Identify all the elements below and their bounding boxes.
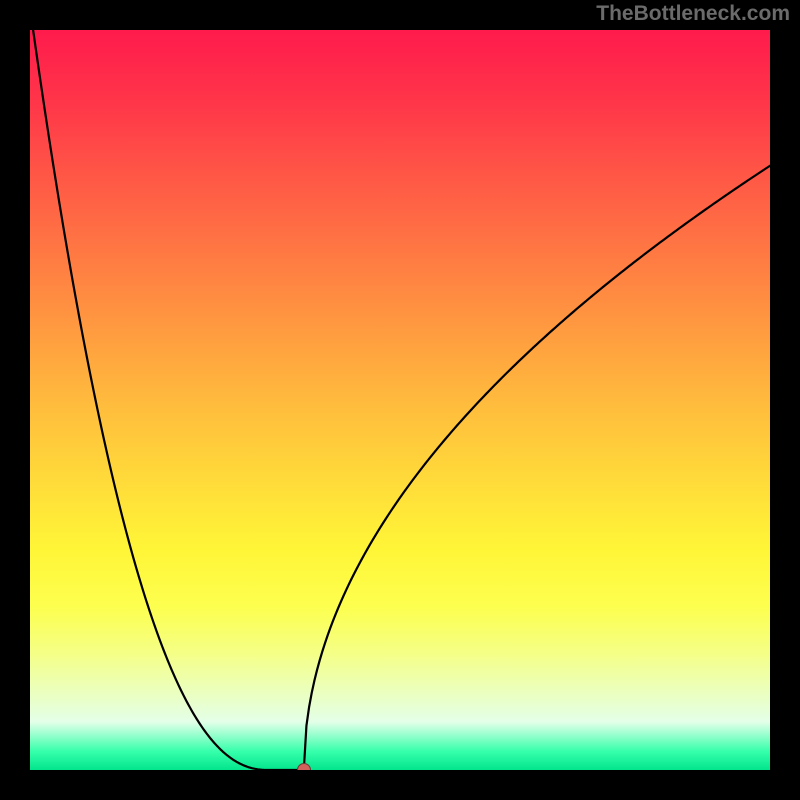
min-marker [297, 763, 311, 770]
curve-svg [30, 30, 770, 770]
chart-container: TheBottleneck.com [0, 0, 800, 800]
watermark-text: TheBottleneck.com [596, 2, 790, 26]
plot-area [30, 30, 770, 770]
bottleneck-curve [30, 30, 770, 770]
